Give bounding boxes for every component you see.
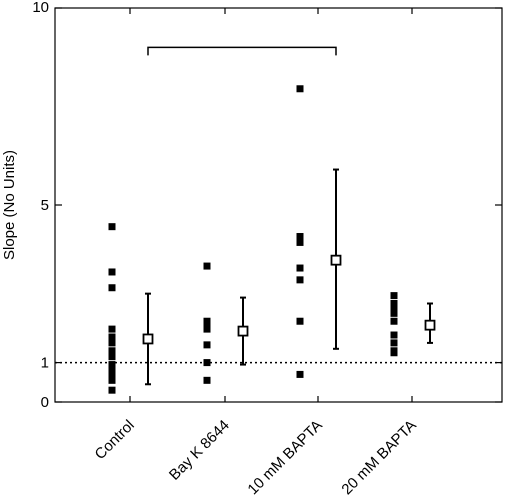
- x-tick-label: 10 mM BAPTA: [244, 417, 325, 497]
- y-tick-label: 0: [41, 394, 49, 411]
- mean-marker: [237, 325, 249, 337]
- data-point: [203, 341, 211, 349]
- y-tick-label: 5: [41, 197, 49, 214]
- plot-frame: [54, 7, 503, 403]
- data-point: [203, 325, 211, 333]
- significance-bracket: [147, 46, 337, 56]
- data-point: [296, 85, 304, 93]
- data-point: [296, 317, 304, 325]
- mean-marker: [330, 254, 342, 266]
- data-point: [108, 347, 116, 355]
- data-point: [390, 292, 398, 300]
- y-axis: 0 1 5 10: [32, 0, 502, 411]
- data-point: [108, 223, 116, 231]
- data-point: [108, 372, 116, 380]
- mean-marker: [142, 333, 154, 345]
- data-point: [203, 359, 211, 367]
- data-point: [203, 262, 211, 270]
- mean-marker: [424, 319, 436, 331]
- x-axis: Control Bay K 8644 10 mM BAPTA 20 mM BAPTA: [92, 8, 420, 497]
- data-point: [390, 305, 398, 313]
- data-point: [203, 376, 211, 384]
- y-tick-label: 10: [32, 0, 49, 16]
- data-point: [390, 300, 398, 307]
- data-point: [390, 309, 398, 317]
- data-point: [108, 268, 116, 276]
- data-point: [108, 376, 116, 384]
- data-point: [390, 317, 398, 325]
- data-point: [108, 333, 116, 341]
- data-point: [203, 319, 211, 327]
- data-point: [390, 349, 398, 357]
- data-point: [108, 366, 116, 374]
- y-axis-label: Slope (No Units): [1, 150, 18, 260]
- data-point: [296, 370, 304, 378]
- data-point: [296, 233, 304, 241]
- x-tick-label: Control: [92, 417, 138, 463]
- data-point: [296, 264, 304, 272]
- data-point: [296, 238, 304, 246]
- data-point: [390, 331, 398, 339]
- data-marks: [108, 85, 436, 394]
- data-point: [108, 284, 116, 292]
- y-tick-label: 1: [41, 355, 49, 372]
- data-point: [108, 386, 116, 394]
- data-point: [296, 276, 304, 284]
- data-point: [390, 339, 398, 347]
- data-point: [108, 361, 116, 369]
- x-tick-label: 20 mM BAPTA: [338, 417, 419, 497]
- x-tick-label: Bay K 8644: [166, 417, 233, 484]
- data-point: [108, 339, 116, 347]
- data-point: [108, 325, 116, 333]
- data-point: [108, 353, 116, 361]
